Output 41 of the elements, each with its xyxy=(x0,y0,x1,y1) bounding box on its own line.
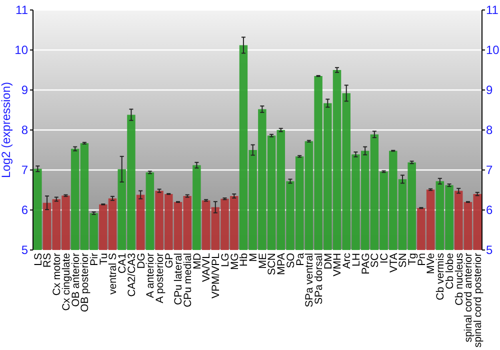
x-tick-label: Tu xyxy=(98,252,110,265)
x-tick-label: Cb lobe xyxy=(444,252,456,290)
y2-tick-label: 5 xyxy=(486,243,493,258)
x-tick-label: Tg xyxy=(406,252,419,266)
y2-tick-label: 10 xyxy=(486,43,500,58)
y-tick-label: 11 xyxy=(16,3,28,18)
y2-tick-label: 9 xyxy=(486,83,493,98)
y-tick-label: 5 xyxy=(21,243,28,258)
x-tick-label: DG xyxy=(135,253,148,269)
x-tick-label: SCN xyxy=(266,253,278,276)
y2-tick-label: 6 xyxy=(486,203,493,218)
y-tick-label: 10 xyxy=(14,43,28,58)
x-tick-label: VMH xyxy=(332,253,344,276)
y2-tick-label: 11 xyxy=(486,3,499,18)
x-tick-label: spinal cord posterior xyxy=(472,252,484,348)
y-tick-label: 9 xyxy=(21,83,28,98)
x-tick-label: SN xyxy=(397,253,410,268)
y2-tick-label: 7 xyxy=(486,163,493,178)
y-tick-label: 7 xyxy=(21,163,28,178)
y2-tick-label: 8 xyxy=(486,123,493,138)
y-axis-title: Log2 (expression) xyxy=(0,82,13,178)
x-tick-label: GP xyxy=(163,253,176,268)
x-tick-label: Cb nucleus xyxy=(453,253,466,306)
x-tick-label: ME xyxy=(256,253,269,269)
x-tick-label: Hb xyxy=(238,252,250,266)
x-tick-label: spinal cord anterior xyxy=(462,252,475,342)
x-tick-label: LS xyxy=(32,253,44,266)
y-tick-label: 6 xyxy=(21,203,28,218)
x-tick-label: PAG xyxy=(360,253,372,274)
x-tick-label: DM xyxy=(322,253,334,270)
x-tick-label: MVe xyxy=(425,252,438,274)
x-tick-label: Cx cingulate xyxy=(60,252,72,311)
x-tick-label: OB anterior xyxy=(70,252,82,307)
x-tick-label: Pa xyxy=(294,252,306,266)
x-tick-label: ventral S xyxy=(107,253,120,294)
x-tick-label: RS xyxy=(42,253,54,268)
x-tick-label: VTA xyxy=(388,253,400,273)
x-tick-label: M xyxy=(248,253,260,262)
x-tick-label: SPa dorsal xyxy=(312,253,325,304)
y-tick-label: 8 xyxy=(21,123,28,138)
x-tick-label: VA/VL xyxy=(200,252,213,282)
